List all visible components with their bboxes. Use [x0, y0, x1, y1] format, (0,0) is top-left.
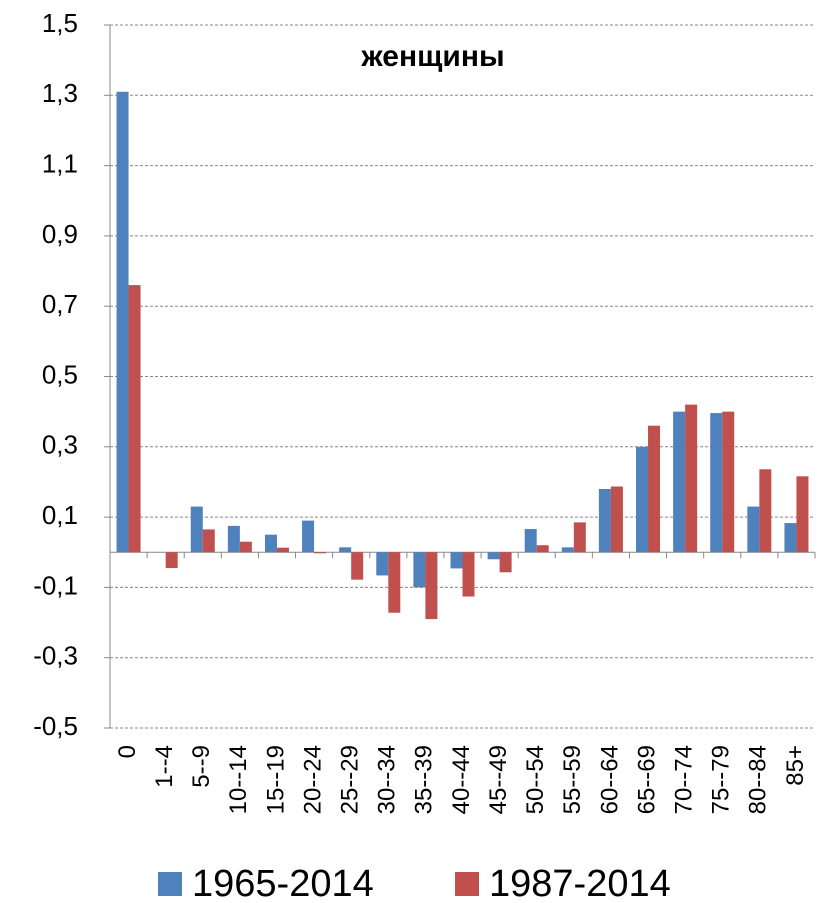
bar [610, 486, 623, 553]
y-tick-label: 1,5 [42, 8, 78, 38]
bar [759, 469, 772, 553]
bar [536, 545, 549, 553]
legend-label: 1987-2014 [489, 863, 671, 903]
y-tick-label: 1,3 [42, 78, 78, 108]
bar [499, 552, 512, 573]
x-tick-label: 40--44 [448, 745, 475, 814]
x-tick-label: 80--84 [745, 745, 772, 814]
bar [376, 552, 389, 576]
chart-title: женщины [360, 40, 504, 73]
x-tick-label: 60--64 [596, 745, 623, 814]
bar [239, 541, 252, 553]
x-tick-label: 70--74 [670, 745, 697, 814]
x-tick-label: 65--69 [633, 745, 660, 814]
bar [388, 552, 401, 613]
y-tick-label: 0,7 [42, 289, 78, 319]
bar [722, 411, 735, 553]
bar [561, 547, 574, 553]
x-tick-label: 45--49 [485, 745, 512, 814]
bar [636, 446, 649, 553]
bar [598, 488, 611, 553]
y-tick-label: 1,1 [42, 148, 78, 178]
y-tick-label: 0,5 [42, 359, 78, 389]
bar [784, 523, 797, 553]
y-tick-label: 0,9 [42, 219, 78, 249]
bar [314, 552, 327, 554]
bar [425, 552, 438, 620]
legend-swatch [158, 872, 182, 896]
bar [685, 404, 698, 553]
bar [450, 552, 463, 569]
bar [487, 552, 500, 560]
y-tick-label: -0,5 [33, 711, 78, 741]
x-tick-label: 55--59 [559, 745, 586, 814]
bar [573, 522, 586, 553]
bar [339, 547, 352, 553]
x-tick-label: 5--9 [188, 745, 215, 788]
bar [302, 520, 315, 553]
bar [413, 552, 426, 588]
y-tick-label: -0,1 [33, 570, 78, 600]
bar [202, 529, 215, 553]
bar [524, 529, 537, 553]
legend-label: 1965-2014 [192, 863, 374, 903]
bar [648, 425, 661, 553]
x-tick-label: 15--19 [262, 745, 289, 814]
x-tick-label: 35--39 [411, 745, 438, 814]
x-tick-label: 25--29 [337, 745, 364, 814]
bar [165, 552, 178, 569]
bar [276, 547, 289, 553]
bar [128, 285, 141, 553]
y-tick-label: 0,3 [42, 430, 78, 460]
bar [462, 552, 475, 597]
bar [264, 534, 277, 553]
y-tick-label: -0,3 [33, 641, 78, 671]
x-tick-label: 85+ [782, 745, 809, 786]
bar [673, 411, 686, 553]
bar [190, 506, 203, 553]
bar [351, 552, 364, 580]
x-tick-label: 1--4 [151, 745, 178, 788]
x-tick-label: 0 [114, 745, 141, 758]
bar [747, 506, 760, 553]
bar [116, 91, 129, 553]
bar [710, 413, 723, 553]
y-tick-label: 0,1 [42, 500, 78, 530]
x-tick-label: 10--14 [225, 745, 252, 814]
bar [796, 476, 809, 553]
x-tick-label: 30--34 [374, 745, 401, 814]
x-tick-label: 75--79 [708, 745, 735, 814]
bar [227, 525, 240, 553]
x-tick-label: 20--24 [299, 745, 326, 814]
x-tick-label: 50--54 [522, 745, 549, 814]
legend-swatch [455, 872, 479, 896]
